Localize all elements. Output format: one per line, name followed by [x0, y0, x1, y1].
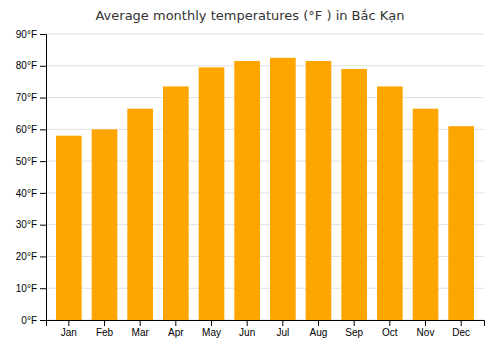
x-tick-label: May: [202, 327, 221, 338]
y-tick-mark: [40, 98, 46, 99]
bar: [234, 61, 260, 320]
bar: [163, 86, 189, 320]
x-tick: Dec: [452, 320, 470, 338]
y-axis-line: [40, 35, 47, 321]
y-tick: 90°F: [16, 29, 46, 40]
bar: [341, 69, 367, 320]
x-tick: Mar: [132, 320, 150, 338]
x-tick-label: Nov: [417, 327, 435, 338]
y-tick-mark: [40, 193, 46, 194]
x-tick-mark: [104, 320, 105, 326]
x-tick-label: Oct: [382, 327, 398, 338]
x-axis: Jan Feb Mar Apr May Jun Jul Aug Sep Oct Nov Dec: [47, 320, 485, 338]
bar: [56, 136, 82, 320]
grid: [46, 34, 484, 320]
y-tick-mark: [40, 34, 46, 35]
y-tick: 50°F: [16, 156, 46, 167]
x-tick-label: Feb: [96, 327, 114, 338]
bar: [199, 67, 225, 320]
x-tick-mark: [140, 320, 141, 326]
y-tick-label: 90°F: [16, 29, 37, 40]
bar: [377, 86, 403, 320]
x-tick-mark: [211, 320, 212, 326]
x-tick: Apr: [168, 320, 184, 338]
x-tick-label: Apr: [168, 327, 184, 338]
x-tick: Aug: [310, 320, 328, 338]
bar: [413, 109, 439, 320]
x-tick: Jan: [61, 320, 77, 338]
x-tick-mark: [68, 320, 69, 326]
y-tick: 70°F: [16, 92, 46, 103]
x-tick-mark: [354, 320, 355, 326]
bar: [92, 129, 118, 320]
plot: 0°F 10°F 20°F 30°F 40°F 50°F 60°F 70°F 80°F 90°F J…: [16, 29, 485, 338]
grid-line: [46, 65, 484, 66]
bars: [56, 58, 474, 320]
title: Average monthly temperatures (°F ) in Bắ…: [95, 8, 404, 23]
x-tick-label: Dec: [452, 327, 470, 338]
y-tick: 0°F: [21, 315, 46, 326]
x-tick-mark: [389, 320, 390, 326]
bar: [127, 109, 153, 320]
x-tick-mark: [282, 320, 283, 326]
y-tick: 20°F: [16, 251, 46, 262]
y-tick-label: 0°F: [21, 315, 37, 326]
x-tick-mark: [318, 320, 319, 326]
y-tick: 10°F: [16, 283, 46, 294]
x-tick: Jul: [276, 320, 289, 338]
x-tick-label: Jun: [239, 327, 255, 338]
x-tick: Jun: [239, 320, 255, 338]
grid-line: [46, 97, 484, 98]
x-tick: May: [202, 320, 221, 338]
bar: [306, 61, 332, 320]
y-tick-mark: [40, 161, 46, 162]
x-tick-label: Jan: [61, 327, 77, 338]
x-tick-mark: [175, 320, 176, 326]
bar: [270, 58, 296, 320]
x-axis-line: [47, 321, 485, 327]
y-tick: 30°F: [16, 219, 46, 230]
x-tick-label: Aug: [310, 327, 328, 338]
y-tick-label: 70°F: [16, 92, 37, 103]
x-tick-mark: [247, 320, 248, 326]
y-tick-mark: [40, 225, 46, 226]
y-tick-mark: [40, 66, 46, 67]
y-tick-label: 80°F: [16, 60, 37, 71]
y-tick: 80°F: [16, 60, 46, 71]
x-tick-label: Sep: [345, 327, 363, 338]
y-tick-label: 30°F: [16, 219, 37, 230]
y-tick-label: 10°F: [16, 283, 37, 294]
x-tick-label: Mar: [132, 327, 150, 338]
x-tick-label: Jul: [276, 327, 289, 338]
y-tick-label: 60°F: [16, 124, 37, 135]
y-tick-label: 40°F: [16, 188, 37, 199]
y-tick: 40°F: [16, 188, 46, 199]
x-tick-mark: [461, 320, 462, 326]
bar: [448, 126, 474, 320]
y-axis: 0°F 10°F 20°F 30°F 40°F 50°F 60°F 70°F 80°F 90°F: [16, 29, 47, 326]
y-tick-mark: [40, 320, 46, 321]
x-tick: Feb: [96, 320, 114, 338]
y-tick-mark: [40, 129, 46, 130]
x-tick: Oct: [382, 320, 398, 338]
y-tick-label: 20°F: [16, 251, 37, 262]
chart: 0°F 10°F 20°F 30°F 40°F 50°F 60°F 70°F 80°F 90°F J…: [0, 0, 500, 350]
y-tick-mark: [40, 256, 46, 257]
grid-line: [46, 34, 484, 35]
y-tick: 60°F: [16, 124, 46, 135]
x-tick-mark: [425, 320, 426, 326]
x-tick: Nov: [417, 320, 435, 338]
x-tick: Sep: [345, 320, 363, 338]
y-tick-label: 50°F: [16, 156, 37, 167]
y-tick-mark: [40, 288, 46, 289]
